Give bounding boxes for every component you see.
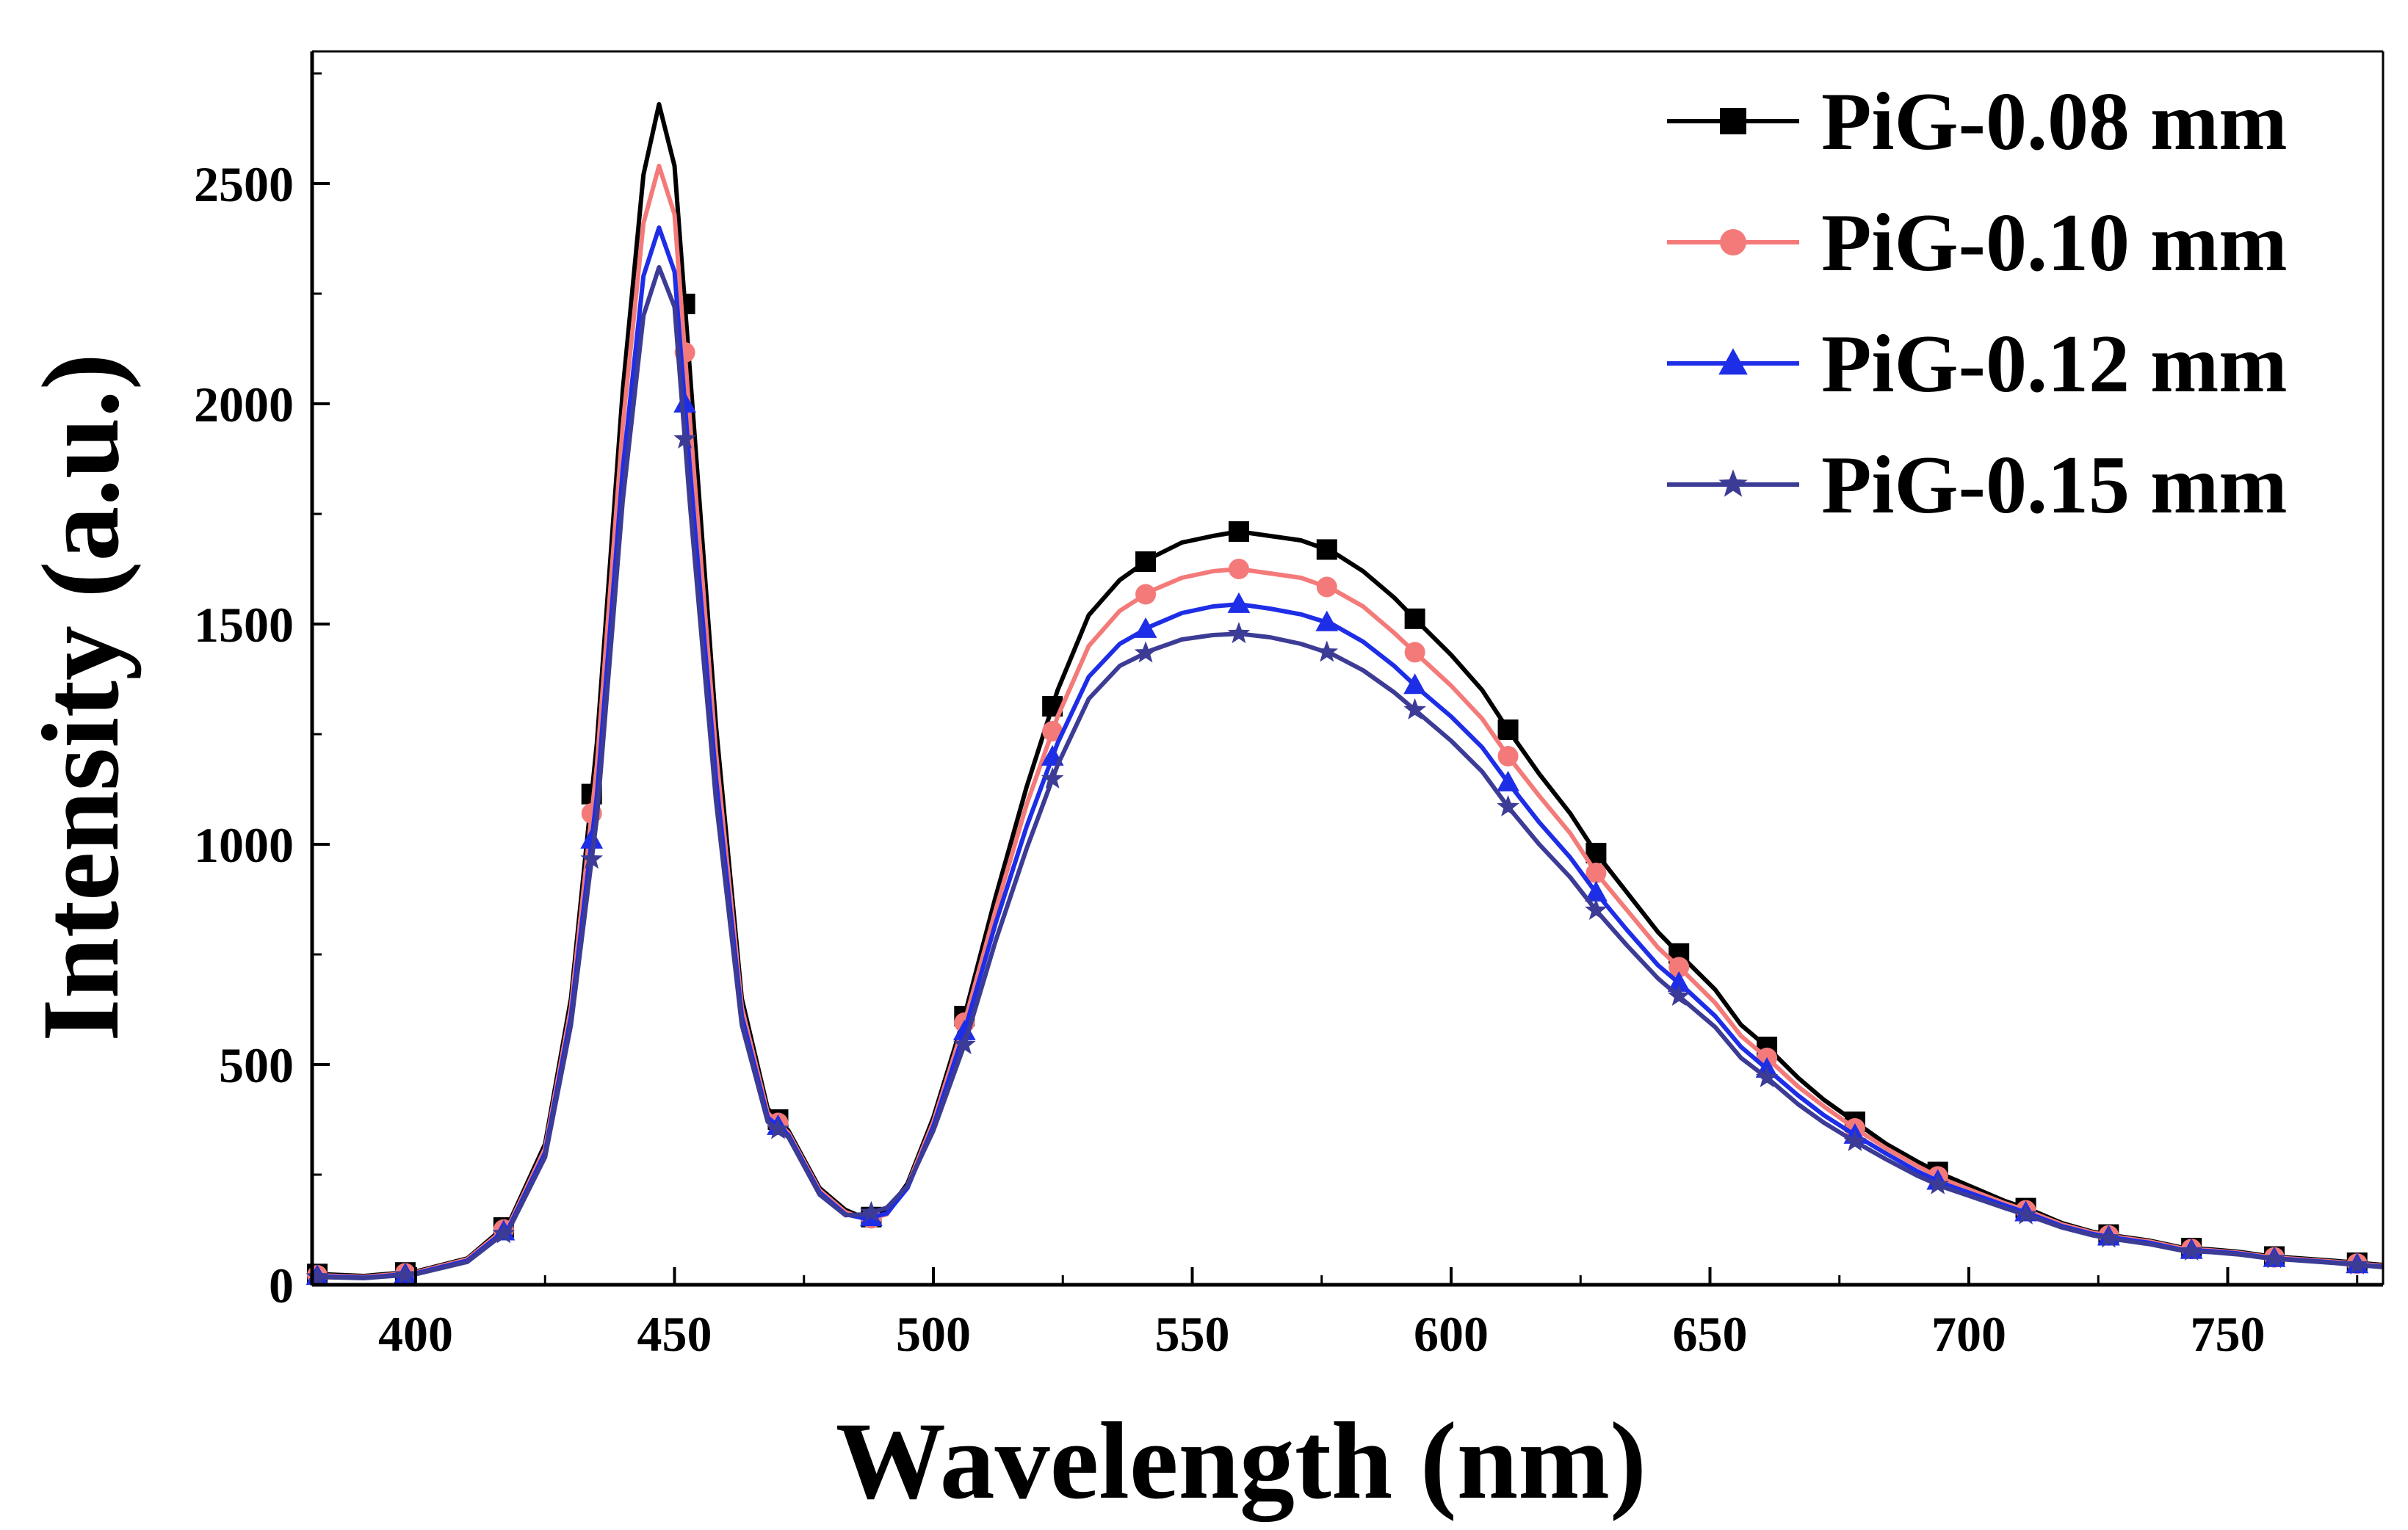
legend-marker-square [1720,108,1746,134]
data-point-star [394,1263,417,1285]
data-point-triangle [673,391,696,413]
data-point-star [580,847,603,869]
data-point-circle [1404,642,1425,663]
x-ticks: 400 450 500 550 600 650 700 750 [378,1267,2359,1362]
data-point-star [2014,1203,2037,1225]
legend-marker-triangle [1718,348,1748,375]
data-point-triangle [1667,971,1691,992]
x-tick-label: 700 [1931,1306,2006,1362]
y-tick-label: 2000 [194,377,294,432]
data-point-star [1497,794,1519,816]
data-point-star [1315,640,1339,662]
legend-label: PiG-0.08 mm [1821,76,2288,167]
x-tick-label: 500 [896,1306,971,1362]
data-point-star [673,427,696,449]
series-pig-0-15-mm [305,265,2384,1287]
data-point-triangle [952,1019,976,1040]
data-point-star [1227,622,1251,644]
data-point-star [1585,898,1608,920]
data-point-circle [1316,576,1337,598]
data-point-triangle [1315,610,1339,631]
legend-marker-circle [1720,229,1746,255]
data-point-circle [1135,584,1157,605]
legend-label: PiG-0.12 mm [1821,319,2288,410]
data-point-star [1755,1065,1779,1087]
data-point-circle [1668,957,1690,978]
data-point-star [1041,766,1064,788]
data-point-star [1403,697,1426,719]
x-tick-label: 600 [1414,1306,1489,1362]
data-point-star [860,1200,883,1222]
data-point-star [1843,1129,1867,1151]
data-point-square [1228,521,1249,542]
data-point-star [2346,1252,2369,1275]
x-tick-label: 650 [1673,1306,1748,1362]
legend-label: PiG-0.10 mm [1821,197,2288,289]
data-point-square [1497,719,1519,740]
legend-entry: PiG-0.12 mm [1667,319,2288,410]
x-tick-label: 400 [378,1306,453,1362]
legend-entry: PiG-0.08 mm [1667,76,2288,167]
series-line [311,265,2384,1280]
axes: 400 450 500 550 600 650 700 750 0 500 1000 1500 200… [194,50,2385,1362]
y-tick-label: 2500 [194,156,294,212]
data-point-square [1316,539,1337,560]
legend-entry: PiG-0.10 mm [1667,197,2288,289]
y-tick-label: 1500 [194,597,294,653]
x-tick-label: 450 [637,1306,712,1362]
legend-label: PiG-0.15 mm [1821,440,2288,531]
y-ticks: 0 500 1000 1500 2000 2500 [194,72,330,1313]
data-point-star [2097,1226,2120,1248]
data-point-circle [1586,863,1607,883]
legend: PiG-0.08 mm PiG-0.10 mm PiG-0.12 mm PiG-0.1… [1667,76,2288,531]
data-point-square [1404,608,1425,629]
x-axis-title: Wavelength (nm) [836,1400,1646,1522]
y-axis-title: Intensity (a.u.) [20,353,142,1042]
data-point-star [492,1222,516,1244]
y-tick-label: 1000 [194,817,294,873]
data-point-triangle [1497,770,1519,791]
x-tick-label: 750 [2191,1306,2266,1362]
data-point-star [2180,1239,2203,1261]
data-point-triangle [1134,617,1157,638]
legend-entry: PiG-0.15 mm [1667,440,2288,531]
data-point-triangle [580,827,604,849]
y-tick-label: 500 [219,1037,294,1093]
data-point-square [1135,551,1157,572]
x-tick-label: 550 [1155,1306,1230,1362]
data-point-star [2263,1247,2286,1269]
data-point-star [1667,984,1691,1006]
data-point-star [1134,641,1157,663]
data-point-circle [1042,721,1063,742]
data-point-triangle [1227,592,1251,613]
data-point-circle [1497,746,1519,766]
data-point-star [953,1032,976,1054]
data-point-circle [1228,559,1249,579]
data-point-triangle [1403,673,1427,695]
data-point-triangle [1585,880,1608,902]
data-point-star [767,1117,789,1139]
y-tick-label: 0 [269,1258,294,1313]
data-point-star [1926,1172,1949,1194]
legend-marker-star [1718,469,1748,497]
data-point-star [305,1265,329,1287]
